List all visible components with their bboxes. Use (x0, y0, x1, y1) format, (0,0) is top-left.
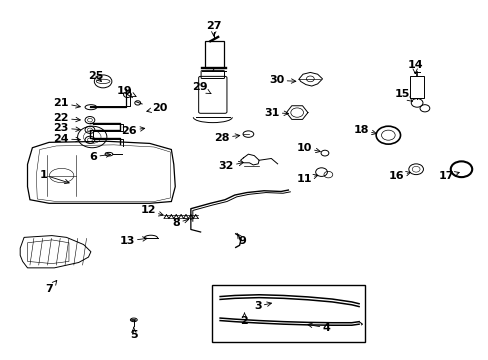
Text: 17: 17 (438, 171, 458, 181)
Text: 5: 5 (130, 327, 137, 340)
Text: 23: 23 (54, 123, 80, 133)
Text: 14: 14 (407, 60, 422, 73)
Text: 11: 11 (296, 174, 317, 184)
Text: 7: 7 (45, 280, 57, 294)
Text: 13: 13 (119, 236, 147, 246)
Text: 25: 25 (88, 71, 103, 82)
Text: 8: 8 (172, 218, 188, 228)
Bar (409, 76, 423, 98)
Text: 2: 2 (240, 313, 248, 325)
Bar (211, 285, 365, 342)
Text: 31: 31 (264, 108, 288, 118)
Text: 9: 9 (237, 233, 245, 246)
Text: 1: 1 (39, 170, 69, 184)
Text: 27: 27 (205, 21, 221, 36)
Text: 6: 6 (89, 152, 110, 162)
Text: 15: 15 (394, 89, 412, 102)
Text: 3: 3 (253, 301, 271, 311)
Text: 26: 26 (122, 126, 144, 135)
Text: 12: 12 (140, 206, 163, 216)
Text: 22: 22 (53, 113, 80, 123)
Text: 16: 16 (388, 171, 409, 181)
Text: 30: 30 (269, 75, 295, 85)
Text: 28: 28 (214, 133, 239, 143)
Text: 19: 19 (117, 86, 136, 96)
Text: 20: 20 (146, 103, 167, 113)
Text: 32: 32 (218, 161, 243, 171)
Text: 29: 29 (192, 82, 210, 94)
Text: 4: 4 (307, 323, 330, 333)
Text: 10: 10 (296, 143, 320, 153)
Bar (204, 41, 224, 68)
Text: 21: 21 (53, 98, 80, 108)
Text: 18: 18 (353, 125, 376, 135)
Text: 24: 24 (53, 134, 80, 144)
